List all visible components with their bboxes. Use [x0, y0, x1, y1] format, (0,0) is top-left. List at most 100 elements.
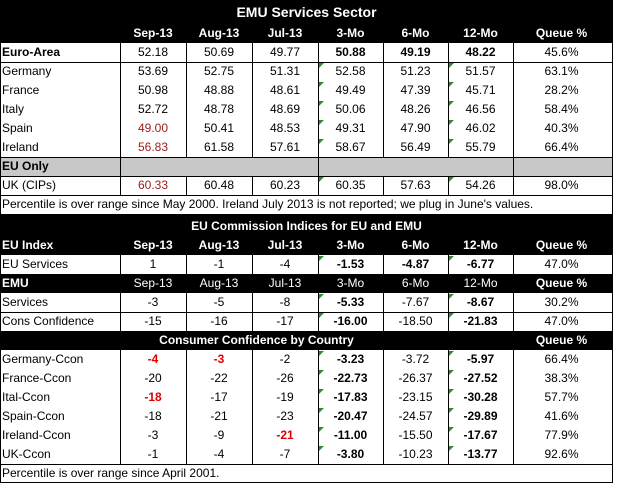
column-header: Aug-13 — [198, 238, 240, 252]
green-marker-icon — [449, 294, 454, 299]
column-header: Sep-13 — [133, 26, 173, 40]
footnote: Percentile is over range since April 200… — [2, 466, 220, 480]
grid-line — [0, 176, 613, 177]
green-marker-icon — [319, 427, 324, 432]
footnote-row: Percentile is over range since May 2000.… — [0, 195, 613, 214]
data-cell: 47.90 — [400, 121, 431, 135]
column-header: Queue % — [535, 276, 588, 290]
data-cell: 56.49 — [400, 140, 431, 154]
row-label: Ireland — [2, 140, 39, 154]
data-cell: 57.7% — [544, 390, 579, 404]
data-row: France 50.98 48.88 48.61 49.49 47.39 45.71 28.2… — [0, 81, 613, 100]
green-marker-icon — [449, 313, 454, 318]
data-cell: -3 — [147, 295, 159, 309]
data-cell: -17 — [210, 390, 228, 404]
green-marker-icon — [319, 294, 324, 299]
data-cell: 51.31 — [269, 64, 301, 78]
data-cell: 45.71 — [465, 83, 496, 97]
column-header: Jul-13 — [268, 276, 302, 290]
grid-line — [383, 255, 384, 274]
data-cell: -3 — [213, 352, 225, 366]
data-cell: 46.56 — [465, 102, 496, 116]
green-marker-icon — [449, 351, 454, 356]
data-cell: -3.23 — [336, 352, 365, 366]
green-marker-icon — [449, 120, 454, 125]
data-cell: -1.53 — [336, 257, 365, 271]
data-cell: 60.33 — [137, 178, 169, 192]
data-cell: 48.78 — [203, 102, 235, 116]
grid-line — [0, 331, 613, 332]
data-cell: -4 — [147, 352, 159, 366]
grid-line — [612, 0, 613, 483]
row-label: Spain — [2, 121, 33, 135]
green-marker-icon — [449, 370, 454, 375]
data-cell: -18 — [144, 390, 162, 404]
data-cell: -1 — [147, 447, 159, 461]
data-cell: 28.2% — [544, 83, 579, 97]
grid-line — [0, 464, 613, 465]
table-title: EMU Services Sector — [0, 0, 613, 24]
grid-line — [120, 176, 121, 195]
green-marker-icon — [449, 63, 454, 68]
data-row: France-Ccon -20 -22 -26 -22.73 -26.37 -27.52 38… — [0, 369, 613, 388]
row-label: UK (CIPs) — [2, 178, 56, 192]
data-cell: 49.31 — [335, 121, 366, 135]
data-cell: 66.4% — [544, 140, 579, 154]
column-header: Queue % — [535, 238, 588, 252]
grid-line — [513, 255, 514, 274]
data-cell: 50.41 — [203, 121, 235, 135]
column-header: Jul-13 — [267, 26, 303, 40]
column-header: Aug-13 — [198, 26, 240, 40]
column-header: Sep-13 — [133, 276, 173, 290]
row-label: Germany-Ccon — [2, 352, 84, 366]
grid-line — [383, 176, 384, 195]
grid-line — [186, 176, 187, 195]
eu-only-row: EU Only — [0, 157, 613, 176]
table-title-text: EMU Services Sector — [236, 4, 377, 20]
data-cell: 52.58 — [335, 64, 366, 78]
data-cell: 50.06 — [335, 102, 366, 116]
data-cell: 48.53 — [269, 121, 301, 135]
grid-line — [0, 0, 1, 483]
green-marker-icon — [319, 351, 324, 356]
data-cell: -8.67 — [466, 295, 495, 309]
grid-line — [383, 350, 384, 464]
green-marker-icon — [319, 120, 324, 125]
data-cell: 48.61 — [269, 83, 301, 97]
data-cell: 48.22 — [465, 45, 496, 59]
grid-line — [448, 176, 449, 195]
grid-line — [318, 255, 319, 274]
data-cell: 45.6% — [544, 45, 579, 59]
data-cell: -11.00 — [333, 428, 368, 442]
row-header-label: EMU — [2, 276, 29, 290]
data-cell: 47.0% — [544, 314, 579, 328]
data-cell: 48.88 — [203, 83, 235, 97]
data-cell: -21 — [276, 428, 294, 442]
data-row: Germany 53.69 52.75 51.31 52.58 51.23 51.57 63.… — [0, 62, 613, 81]
data-cell: -22 — [210, 371, 228, 385]
data-cell: -2 — [279, 352, 291, 366]
data-cell: 56.83 — [137, 140, 169, 154]
green-marker-icon — [449, 446, 454, 451]
data-cell: -10.23 — [398, 447, 433, 461]
green-marker-icon — [449, 256, 454, 261]
data-cell: -15.50 — [398, 428, 433, 442]
data-row: EU Services 1 -1 -4 -1.53 -4.87 -6.77 47.0% — [0, 255, 613, 274]
data-cell: -26 — [276, 371, 294, 385]
grid-line — [0, 216, 613, 217]
data-cell: -18 — [144, 409, 162, 423]
data-cell: 52.72 — [137, 102, 169, 116]
grid-line — [0, 312, 613, 313]
data-cell: -27.52 — [463, 371, 498, 385]
grid-line — [448, 350, 449, 464]
data-cell: -4 — [279, 257, 291, 271]
data-cell: -15 — [144, 314, 162, 328]
grid-line — [0, 214, 613, 216]
data-cell: 40.3% — [544, 121, 579, 135]
data-cell: -13.77 — [463, 447, 498, 461]
data-cell: -17.83 — [333, 390, 368, 404]
data-row: UK-Ccon -1 -4 -7 -3.80 -10.23 -13.77 92.6% — [0, 445, 613, 464]
data-cell: -23 — [276, 409, 294, 423]
row-label: Euro-Area — [2, 45, 61, 59]
